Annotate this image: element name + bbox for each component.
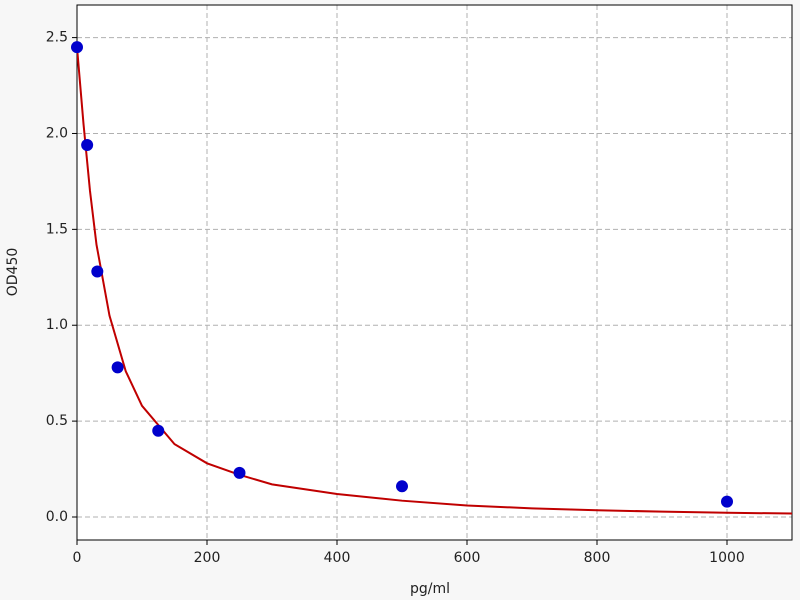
plot-frame (76, 4, 793, 541)
x-tick-label: 0 (73, 550, 82, 566)
x-tick-label: 600 (454, 550, 481, 566)
data-point (396, 480, 408, 493)
x-tick-label: 400 (324, 550, 351, 566)
data-point (233, 466, 246, 479)
plot-area (77, 5, 792, 540)
data-point (81, 138, 94, 151)
x-tick-label: 200 (194, 550, 221, 566)
y-tick-label: 2.5 (46, 30, 68, 46)
y-tick-label: 0.5 (46, 413, 68, 429)
data-point (721, 495, 733, 508)
data-point (152, 424, 165, 437)
y-tick-label: 0.0 (46, 509, 68, 525)
data-point (91, 265, 104, 278)
y-tick-label: 1.5 (46, 221, 68, 237)
data-point (71, 41, 83, 54)
y-tick-label: 2.0 (46, 125, 68, 141)
x-axis-label: pg/ml (410, 581, 450, 597)
y-tick-label: 1.0 (46, 317, 68, 333)
y-axis-label: OD450 (5, 248, 21, 297)
x-tick-label: 800 (584, 550, 611, 566)
x-tick-label: 1000 (709, 550, 745, 566)
data-point (111, 361, 124, 374)
